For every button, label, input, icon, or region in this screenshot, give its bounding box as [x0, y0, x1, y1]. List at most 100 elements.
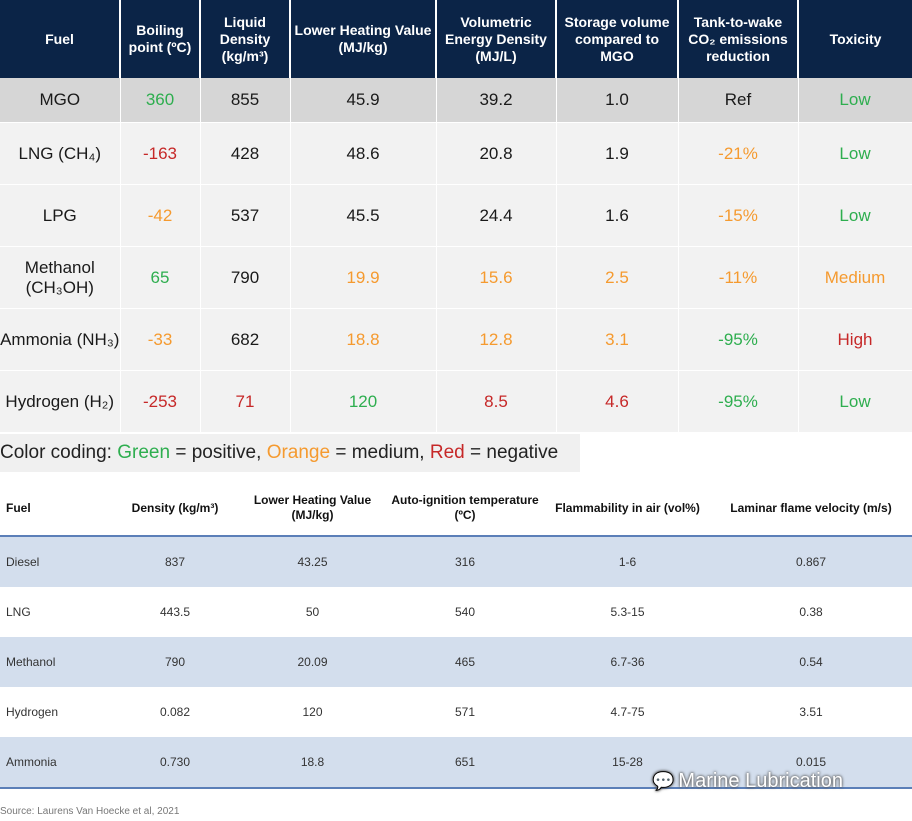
volumetric-energy-density: 12.8 [436, 308, 557, 371]
table-row: Hydrogen 0.082 120 571 4.7-75 3.51 [0, 687, 912, 737]
fuel-name: Ammonia [0, 737, 110, 789]
table2-header-row: Fuel Density (kg/m³) Lower Heating Value… [0, 481, 912, 537]
co2-reduction: -11% [678, 246, 799, 309]
flammability: 4.7-75 [545, 687, 710, 737]
legend-orange-text: = medium, [330, 442, 430, 463]
watermark-text: Marine Lubrication [678, 770, 843, 792]
toxicity: Low [798, 184, 912, 247]
liquid-density: 790 [200, 246, 291, 309]
toxicity: Medium [798, 246, 912, 309]
table-row: LNG 443.5 50 540 5.3-15 0.38 [0, 587, 912, 637]
lower-heating-value: 50 [240, 587, 385, 637]
lower-heating-value: 45.9 [290, 78, 437, 123]
header-flammability: Flammability in air (vol%) [545, 481, 710, 537]
volumetric-energy-density: 39.2 [436, 78, 557, 123]
lower-heating-value: 120 [290, 370, 437, 433]
lower-heating-value: 43.25 [240, 536, 385, 587]
header-storage-volume: Storage volume compared to MGO [556, 0, 679, 78]
table-row: Methanol (CH₃OH) 65 790 19.9 15.6 2.5 -1… [0, 246, 912, 309]
flammability: 6.7-36 [545, 637, 710, 687]
color-coding-legend: Color coding: Green = positive, Orange =… [0, 434, 580, 472]
fuel-name: LNG [0, 587, 110, 637]
co2-reduction: -95% [678, 308, 799, 371]
wechat-icon: 💬 [652, 771, 675, 791]
auto-ignition-temp: 316 [385, 536, 545, 587]
fuel-properties-table: Fuel Boiling point (ºC) Liquid Density (… [0, 0, 912, 433]
flammability: 15-28 [545, 737, 710, 789]
header-flame-velocity: Laminar flame velocity (m/s) [710, 481, 912, 537]
liquid-density: 71 [200, 370, 291, 433]
boiling-point: 360 [120, 78, 201, 123]
flame-velocity: 0.38 [710, 587, 912, 637]
density: 790 [110, 637, 240, 687]
flammability: 5.3-15 [545, 587, 710, 637]
storage-volume: 1.9 [556, 122, 679, 185]
fuel-name: Hydrogen [0, 687, 110, 737]
toxicity: High [798, 308, 912, 371]
table-row: LNG (CH₄) -163 428 48.6 20.8 1.9 -21% Lo… [0, 122, 912, 185]
flame-velocity: 3.51 [710, 687, 912, 737]
header-boiling-point: Boiling point (ºC) [120, 0, 201, 78]
header-toxicity: Toxicity [798, 0, 912, 78]
volumetric-energy-density: 24.4 [436, 184, 557, 247]
auto-ignition-temp: 540 [385, 587, 545, 637]
table-row: Ammonia 0.730 18.8 651 15-28 0.015 [0, 737, 912, 789]
co2-reduction: Ref [678, 78, 799, 123]
header-fuel: Fuel [0, 481, 110, 537]
legend-orange-word: Orange [266, 442, 331, 463]
boiling-point: -33 [120, 308, 201, 371]
table-row: Ammonia (NH₃) -33 682 18.8 12.8 3.1 -95%… [0, 308, 912, 371]
volumetric-energy-density: 15.6 [436, 246, 557, 309]
lower-heating-value: 19.9 [290, 246, 437, 309]
lower-heating-value: 18.8 [240, 737, 385, 789]
density: 0.730 [110, 737, 240, 789]
auto-ignition-temp: 571 [385, 687, 545, 737]
flame-velocity: 0.867 [710, 536, 912, 587]
fuel-name: LPG [0, 184, 121, 247]
header-co2-reduction: Tank-to-wake CO₂ emissions reduction [678, 0, 799, 78]
volumetric-energy-density: 20.8 [436, 122, 557, 185]
legend-prefix: Color coding: [0, 442, 118, 463]
co2-reduction: -21% [678, 122, 799, 185]
boiling-point: -253 [120, 370, 201, 433]
fuel-name: Methanol (CH₃OH) [0, 246, 121, 309]
boiling-point: 65 [120, 246, 201, 309]
header-density: Density (kg/m³) [110, 481, 240, 537]
flammability: 1-6 [545, 536, 710, 587]
fuel-name: Diesel [0, 536, 110, 587]
fuel-name: LNG (CH₄) [0, 122, 121, 185]
lower-heating-value: 18.8 [290, 308, 437, 371]
legend-green-word: Green [117, 442, 171, 463]
co2-reduction: -95% [678, 370, 799, 433]
fuel-combustion-table: Fuel Density (kg/m³) Lower Heating Value… [0, 481, 912, 789]
density: 837 [110, 536, 240, 587]
liquid-density: 682 [200, 308, 291, 371]
storage-volume: 1.0 [556, 78, 679, 123]
table-row: Methanol 790 20.09 465 6.7-36 0.54 [0, 637, 912, 687]
legend-green-text: = positive, [170, 442, 267, 463]
header-auto-ignition: Auto-ignition temperature (ºC) [385, 481, 545, 537]
legend-red-text: = negative [464, 442, 559, 463]
storage-volume: 2.5 [556, 246, 679, 309]
storage-volume: 4.6 [556, 370, 679, 433]
toxicity: Low [798, 78, 912, 123]
storage-volume: 1.6 [556, 184, 679, 247]
boiling-point: -163 [120, 122, 201, 185]
table1-header-row: Fuel Boiling point (ºC) Liquid Density (… [0, 0, 912, 78]
fuel-name: Ammonia (NH₃) [0, 308, 121, 371]
table-row: MGO 360 855 45.9 39.2 1.0 Ref Low [0, 78, 912, 123]
density: 443.5 [110, 587, 240, 637]
fuel-name: Hydrogen (H₂) [0, 370, 121, 433]
flame-velocity: 0.015 [710, 737, 912, 789]
header-volumetric-energy-density: Volumetric Energy Density (MJ/L) [436, 0, 557, 78]
flame-velocity: 0.54 [710, 637, 912, 687]
liquid-density: 855 [200, 78, 291, 123]
lower-heating-value: 120 [240, 687, 385, 737]
co2-reduction: -15% [678, 184, 799, 247]
lower-heating-value: 45.5 [290, 184, 437, 247]
lower-heating-value: 48.6 [290, 122, 437, 185]
fuel-name: Methanol [0, 637, 110, 687]
toxicity: Low [798, 122, 912, 185]
auto-ignition-temp: 465 [385, 637, 545, 687]
watermark: 💬 Marine Lubrication [652, 770, 843, 793]
